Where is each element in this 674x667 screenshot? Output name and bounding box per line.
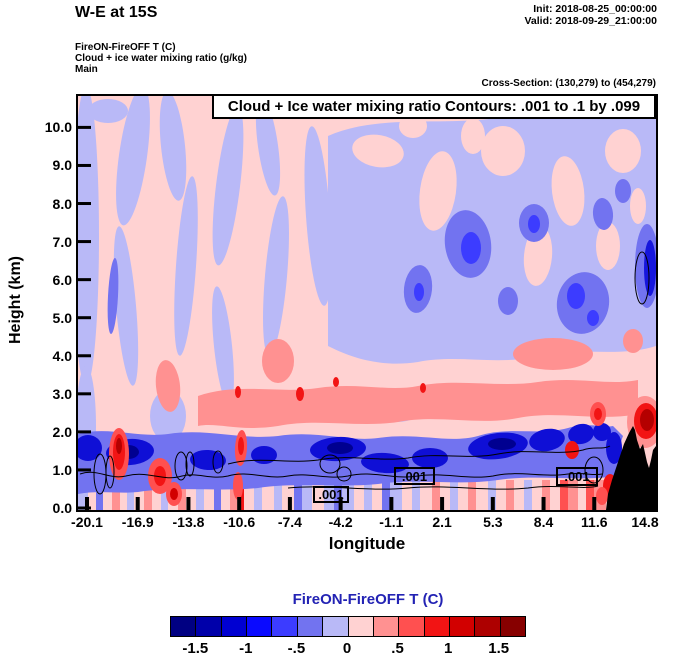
y-tick-label: 2.0 — [52, 423, 72, 440]
colorbar-tick-label: .5 — [391, 640, 404, 657]
y-tick-label: 5.0 — [52, 309, 72, 326]
y-axis-label: Height (km) — [7, 256, 24, 344]
colorbar-cell — [423, 617, 449, 636]
x-tick-label: 11.6 — [581, 514, 608, 530]
colorbar-cell — [398, 617, 424, 636]
field-description-line3: Main — [75, 64, 98, 75]
x-axis-label: longitude — [328, 534, 406, 553]
colorbar-cell — [474, 617, 500, 636]
y-tick-label: 7.0 — [52, 233, 72, 250]
field-description-line1: FireON-FireOFF T (C) — [75, 42, 176, 53]
x-tick-label: -10.6 — [223, 514, 256, 530]
colorbar-tick-label: 0 — [342, 640, 352, 657]
cross-section-label: Cross-Section: (130,279) to (454,279) — [481, 78, 656, 89]
colorbar-cell — [322, 617, 348, 636]
x-tick-label: -13.8 — [172, 514, 205, 530]
low-warm-spots — [109, 396, 663, 506]
x-tick-label: -1.1 — [379, 514, 404, 530]
terrain-silhouette — [606, 426, 656, 510]
colorbar-tick-label: -1 — [239, 640, 253, 657]
colorbar — [170, 616, 526, 637]
field-description-line2: Cloud + ice water mixing ratio (g/kg) — [75, 53, 247, 64]
colorbar-cell — [246, 617, 272, 636]
contour-label-box: .001 — [313, 486, 349, 503]
colorbar-cell — [271, 617, 297, 636]
x-tick-label: -4.2 — [328, 514, 353, 530]
x-tick-label: 2.1 — [432, 514, 452, 530]
upper-cold-cores — [414, 215, 599, 326]
y-tick-label: 10.0 — [44, 119, 72, 136]
y-tick-label: 6.0 — [52, 271, 72, 288]
x-tick-label: 8.4 — [533, 514, 554, 530]
y-tick-label: 4.0 — [52, 347, 72, 364]
plot-inner-title: Cloud + Ice water mixing ratio Contours:… — [212, 94, 656, 119]
warm-band-cores — [235, 377, 426, 401]
init-timestamp: Init: 2018-08-25_00:00:00 — [533, 3, 657, 15]
contour-label-box: .001 — [556, 467, 598, 486]
colorbar-title: FireON-FireOFF T (C) — [292, 591, 444, 608]
y-tick-label: 3.0 — [52, 385, 72, 402]
colorbar-tick-label: 1.5 — [488, 640, 510, 657]
colorbar-cell — [195, 617, 221, 636]
warm-band — [155, 329, 643, 428]
warm-holes — [352, 114, 646, 286]
page-title: W-E at 15S — [75, 4, 158, 21]
y-tick-label: 1.0 — [52, 461, 72, 478]
colorbar-cell — [296, 617, 323, 636]
colorbar-tick-label: -1.5 — [182, 640, 209, 657]
contour-field-svg — [73, 86, 663, 510]
colorbar-tick-label: -.5 — [287, 640, 306, 657]
colorbar-tick-label: 1 — [443, 640, 453, 657]
y-tick-label: 0.0 — [52, 500, 72, 516]
colorbar-cell — [220, 617, 247, 636]
x-tick-label: -20.1 — [71, 514, 103, 530]
y-tick-label: 9.0 — [52, 157, 72, 174]
colorbar-cell — [499, 617, 526, 636]
colorbar-cell — [171, 617, 196, 636]
x-tick-label: -16.9 — [121, 514, 154, 530]
axis-tick-marks — [78, 125, 647, 510]
colorbar-cell — [347, 617, 373, 636]
x-tick-label: -7.4 — [277, 514, 302, 530]
colorbar-cell — [448, 617, 475, 636]
valid-timestamp: Valid: 2018-09-29_21:00:00 — [524, 15, 657, 27]
plot-area — [73, 86, 663, 512]
contour-label-box: .001 — [394, 467, 435, 485]
x-tick-label: 14.8 — [631, 514, 659, 530]
colorbar-cell — [372, 617, 399, 636]
y-tick-label: 8.0 — [52, 195, 72, 212]
x-tick-label: 5.3 — [483, 514, 503, 530]
